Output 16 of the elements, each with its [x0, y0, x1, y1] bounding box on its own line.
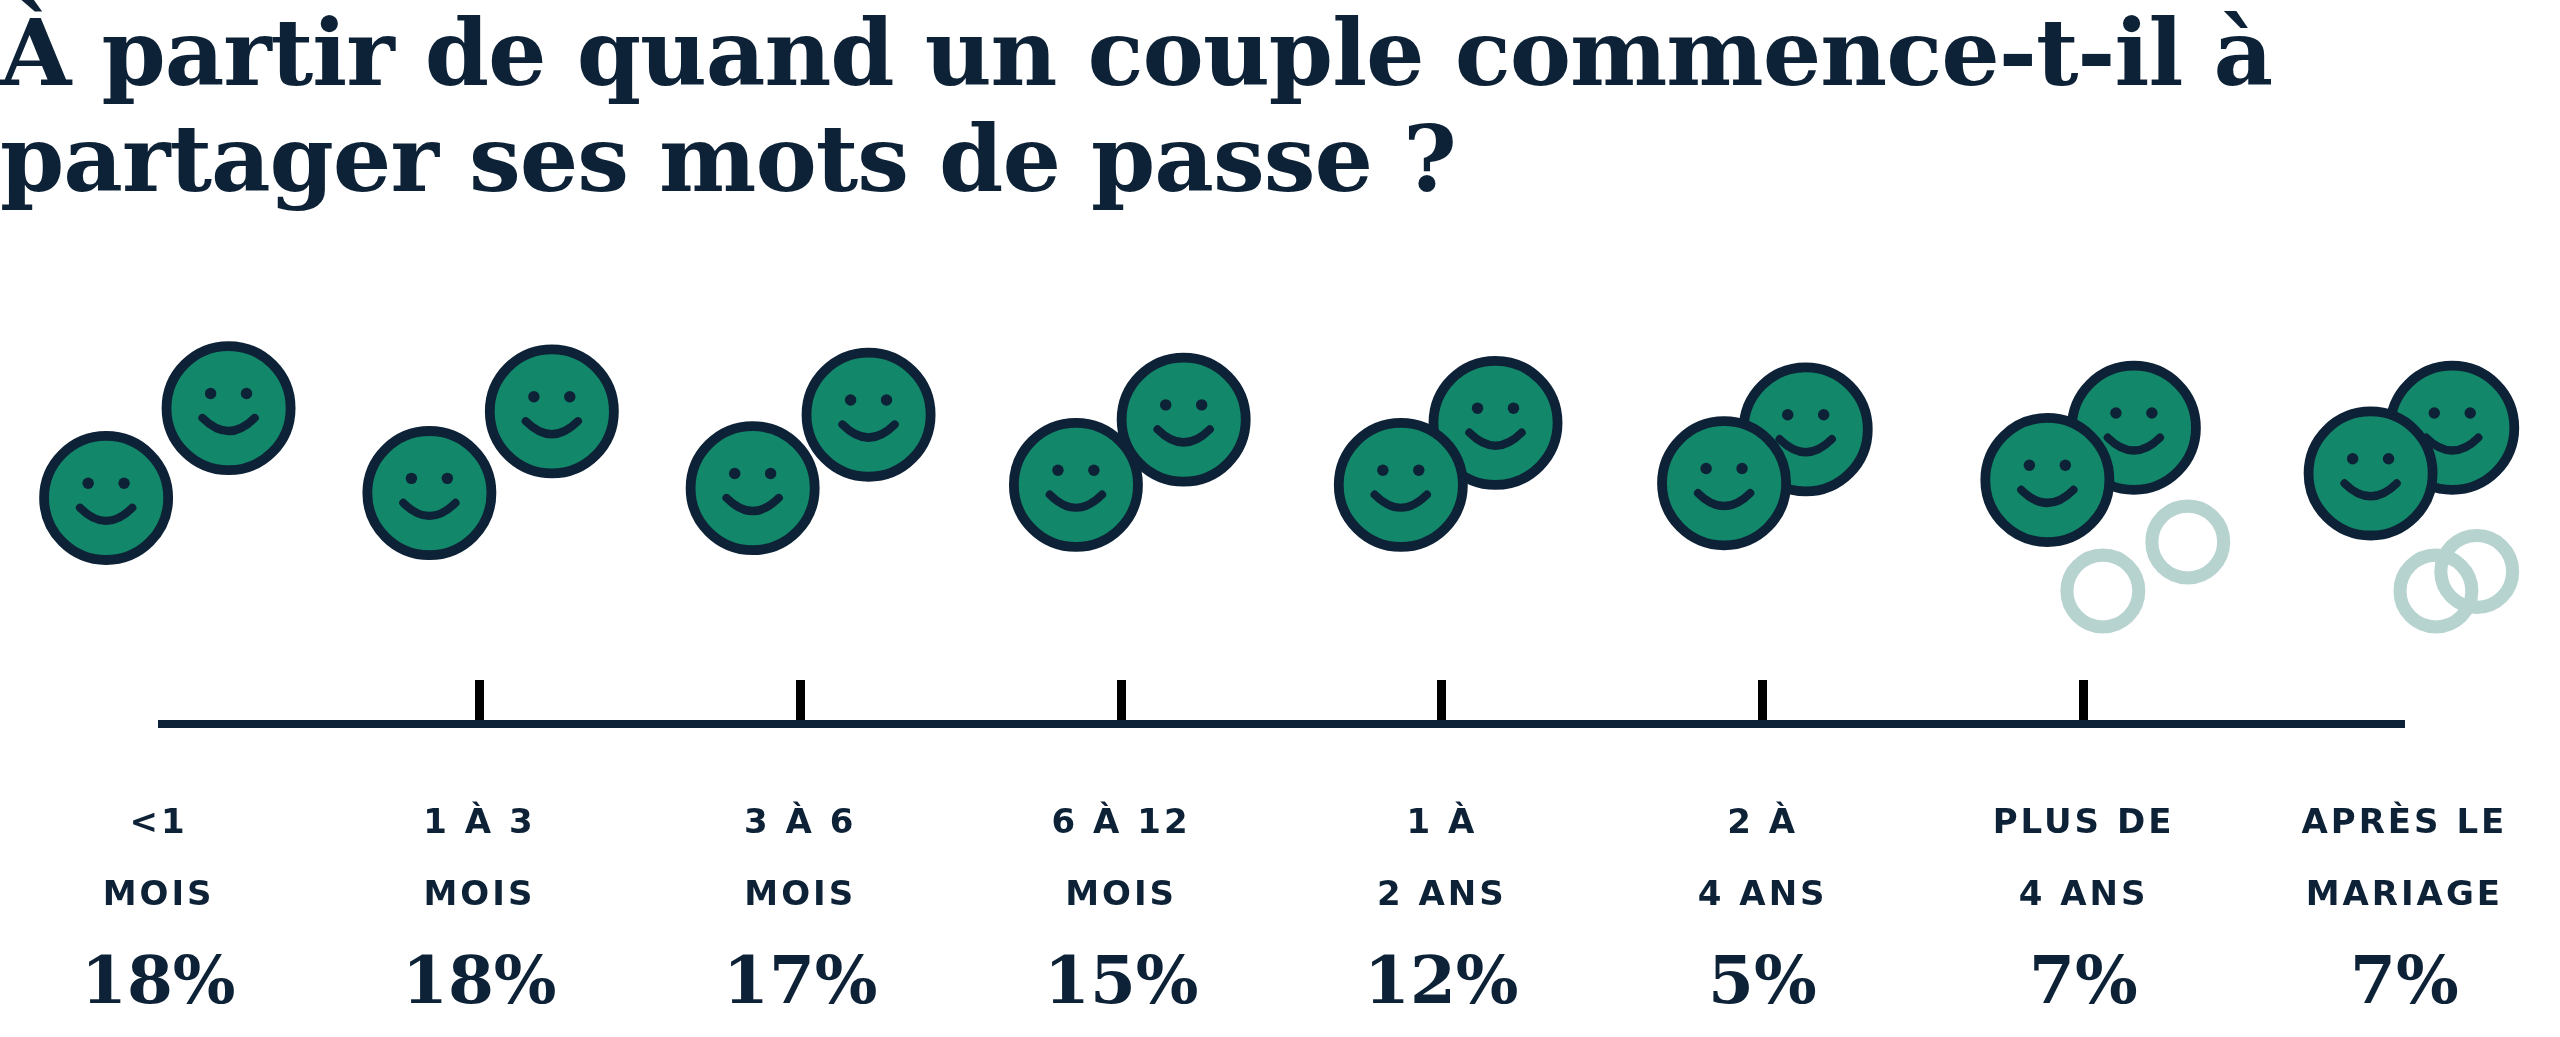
data-label: 18%	[402, 941, 557, 1019]
data-label: 7%	[2350, 941, 2459, 1019]
data-label: 7%	[2029, 941, 2138, 1019]
category-label: 6 À 12 MOIS	[1051, 801, 1191, 913]
category-label: 1 À 2 ANS	[1377, 801, 1507, 913]
data-label: 18%	[81, 941, 236, 1019]
category-label: <1 MOIS	[102, 801, 215, 913]
data-label: 17%	[723, 941, 878, 1019]
category-label: 3 À 6 MOIS	[744, 801, 857, 913]
category-label: 2 À 4 ANS	[1697, 801, 1828, 913]
data-label: 12%	[1364, 941, 1519, 1019]
category-label: PLUS DE 4 ANS	[1992, 801, 2175, 913]
category-label: APRÈS LE MARIAGE	[2301, 801, 2508, 913]
data-label: 5%	[1708, 941, 1817, 1019]
category-label: 1 À 3 MOIS	[423, 801, 536, 913]
data-label: 15%	[1044, 941, 1199, 1019]
